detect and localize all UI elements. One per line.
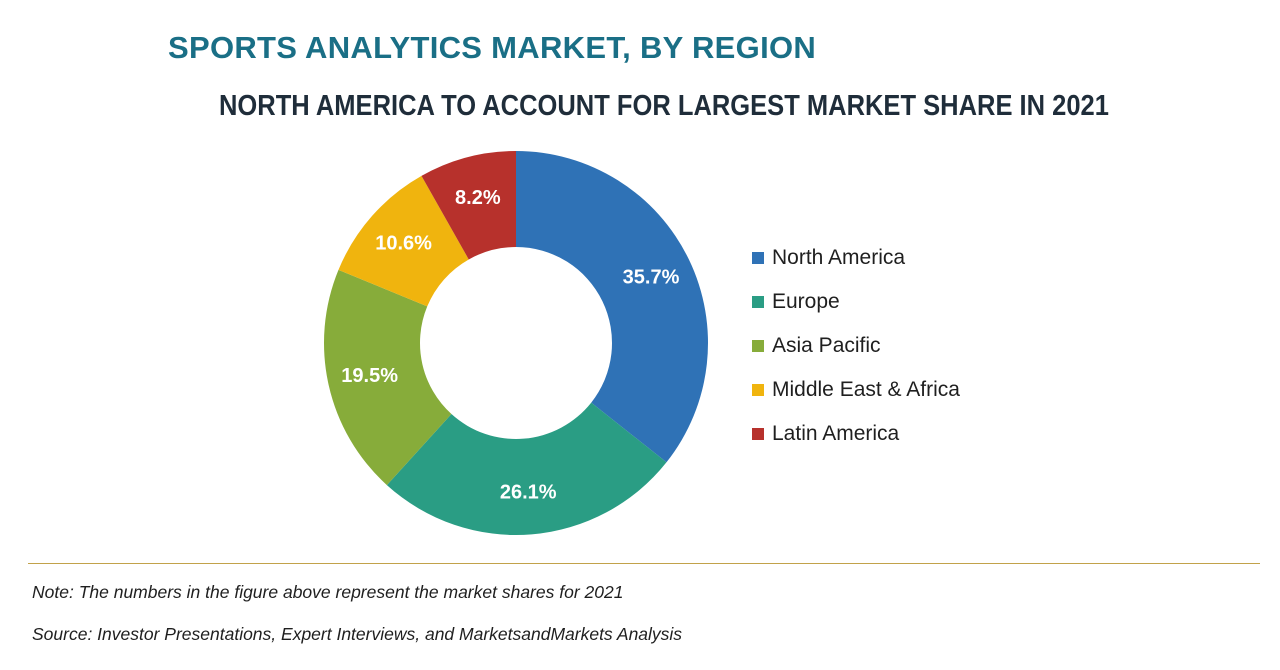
- legend-swatch: [752, 340, 764, 352]
- legend-item-middle-east-africa: Middle East & Africa: [752, 368, 960, 412]
- slice-middle-east-africa: [338, 175, 469, 307]
- footer-divider: [28, 563, 1260, 564]
- slice-latin-america: [421, 151, 516, 260]
- chart-title: SPORTS ANALYTICS MARKET, BY REGION: [168, 30, 817, 65]
- legend-item-north-america: North America: [752, 236, 960, 280]
- data-label-europe: 26.1%: [500, 482, 557, 504]
- legend-swatch: [752, 428, 764, 440]
- donut-data-labels: 35.7% 26.1% 19.5% 10.6% 8.2%: [341, 187, 679, 504]
- footer-note: Note: The numbers in the figure above re…: [32, 582, 624, 602]
- legend-item-europe: Europe: [752, 280, 960, 324]
- data-label-latin-america: 8.2%: [455, 187, 501, 209]
- legend-swatch: [752, 296, 764, 308]
- footer-source: Source: Investor Presentations, Expert I…: [32, 624, 683, 644]
- chart-legend: North America Europe Asia Pacific Middle Ea…: [752, 236, 960, 456]
- legend-label: Asia Pacific: [772, 334, 881, 357]
- legend-item-latin-america: Latin America: [752, 412, 960, 456]
- slice-north-america: [516, 151, 709, 463]
- legend-label: Middle East & Africa: [772, 378, 960, 401]
- legend-label: Europe: [772, 290, 840, 313]
- legend-swatch: [752, 252, 764, 264]
- legend-label: Latin America: [772, 422, 900, 445]
- chart-subtitle: NORTH AMERICA TO ACCOUNT FOR LARGEST MAR…: [219, 90, 1109, 122]
- legend-swatch: [752, 384, 764, 396]
- data-label-asia-pacific: 19.5%: [341, 365, 398, 387]
- legend-item-asia-pacific: Asia Pacific: [752, 324, 960, 368]
- slice-europe: [386, 402, 667, 535]
- legend-label: North America: [772, 246, 906, 269]
- slice-asia-pacific: [323, 269, 452, 486]
- donut-slices: [323, 151, 709, 535]
- data-label-middle-east-africa: 10.6%: [375, 233, 432, 255]
- data-label-north-america: 35.7%: [623, 267, 680, 289]
